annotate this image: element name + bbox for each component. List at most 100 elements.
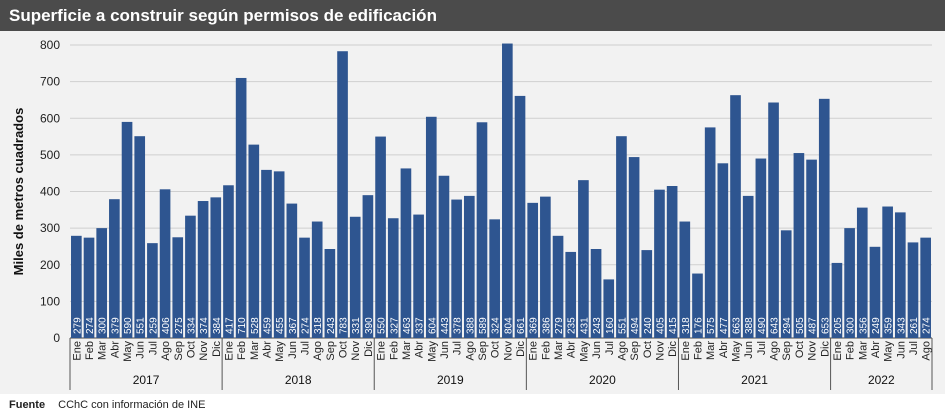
y-tick-label: 400 <box>40 185 60 199</box>
x-tick-label: Oct <box>338 341 350 358</box>
bar <box>172 237 184 338</box>
bar <box>502 43 513 338</box>
bar <box>907 242 919 338</box>
data-label: 661 <box>516 317 527 334</box>
x-tick-label: Ene <box>528 341 540 361</box>
x-tick-label: Feb <box>692 341 704 360</box>
data-label: 804 <box>503 317 514 334</box>
data-label: 417 <box>224 317 235 334</box>
x-tick-label: Nov <box>807 341 819 361</box>
x-tick-label: Ago <box>921 341 933 361</box>
x-tick-label: Ene <box>376 341 388 361</box>
data-label: 243 <box>592 317 603 334</box>
x-tick-label: May <box>426 341 438 362</box>
x-tick-label: Dic <box>667 341 679 357</box>
x-tick-label: Nov <box>198 341 210 361</box>
bar <box>185 215 196 338</box>
data-label: 550 <box>377 317 388 334</box>
x-tick-label: Dic <box>211 341 223 357</box>
x-tick-label: Mar <box>705 341 717 360</box>
bar <box>869 246 881 338</box>
bar <box>818 98 830 339</box>
x-tick-label: Mar <box>249 341 261 360</box>
data-label: 528 <box>250 317 261 334</box>
data-label: 359 <box>884 317 895 334</box>
data-label: 235 <box>567 317 578 334</box>
y-tick-label: 800 <box>40 38 60 52</box>
data-label: 386 <box>541 317 552 334</box>
bar <box>476 122 488 338</box>
data-label: 249 <box>871 317 882 334</box>
bar <box>324 249 336 338</box>
bar <box>413 214 424 338</box>
x-tick-label: Oct <box>794 341 806 358</box>
data-label: 494 <box>630 317 641 334</box>
x-tick-label: Ene <box>832 341 844 361</box>
x-tick-label: Jun <box>135 341 147 359</box>
bar <box>159 189 171 338</box>
data-label: 300 <box>846 317 857 334</box>
x-tick-label: May <box>731 341 743 362</box>
data-label: 443 <box>440 317 451 334</box>
data-label: 390 <box>364 317 375 334</box>
x-tick-label: Abr <box>414 341 426 358</box>
data-label: 379 <box>110 317 121 334</box>
bar <box>197 201 209 338</box>
x-tick-label: Ene <box>71 341 83 361</box>
bar <box>147 243 158 338</box>
year-label: 2019 <box>437 373 464 387</box>
bar <box>337 51 348 338</box>
x-tick-label: Feb <box>845 341 857 360</box>
bar <box>679 221 691 338</box>
bar <box>578 180 589 338</box>
data-label: 487 <box>808 317 819 334</box>
bar <box>806 159 817 338</box>
data-label: 240 <box>643 317 654 334</box>
bar-chart: 0 100 200 300 400 500 600 700 800 Miles de metros… <box>11 38 933 390</box>
x-tick-label: Abr <box>261 341 273 358</box>
data-label: 388 <box>465 317 476 334</box>
bar <box>920 237 931 338</box>
year-label: 2021 <box>741 373 768 387</box>
data-label: 318 <box>681 317 692 334</box>
source-text: CChC con información de INE <box>58 399 206 411</box>
data-label: 369 <box>529 317 540 334</box>
bar <box>780 230 792 338</box>
chart-title: Superficie a construir según permisos de… <box>9 6 437 25</box>
bar <box>349 216 361 338</box>
bar <box>400 168 412 338</box>
x-tick-label: Jun <box>743 341 755 359</box>
bar <box>362 195 374 338</box>
data-label: 643 <box>770 317 781 334</box>
bar <box>438 175 450 338</box>
bar <box>540 196 551 338</box>
x-tick-label: Jul <box>452 341 464 355</box>
bar <box>489 219 500 338</box>
bar <box>387 218 399 338</box>
data-label: 477 <box>719 317 730 334</box>
x-tick-label: Ene <box>223 341 235 361</box>
bar <box>273 171 285 338</box>
x-tick-label: Nov <box>654 341 666 361</box>
data-label: 490 <box>757 317 768 334</box>
y-tick-label: 300 <box>40 221 60 235</box>
bar <box>83 237 95 338</box>
bar <box>210 197 222 338</box>
year-label: 2017 <box>133 373 160 387</box>
data-label: 343 <box>896 317 907 334</box>
x-tick-label: Mar <box>553 341 565 360</box>
x-tick-label: Ago <box>769 341 781 361</box>
data-label: 388 <box>744 317 755 334</box>
data-label: 160 <box>605 317 616 334</box>
data-label: 205 <box>833 317 844 334</box>
x-tick-label: Jun <box>287 341 299 359</box>
bar <box>121 121 133 338</box>
bar <box>882 206 893 338</box>
data-label: 176 <box>693 317 704 334</box>
data-label: 551 <box>136 317 147 334</box>
data-label: 261 <box>909 317 920 334</box>
year-label: 2018 <box>285 373 312 387</box>
data-label: 318 <box>313 317 324 334</box>
data-label: 279 <box>554 317 565 334</box>
bar <box>223 185 234 338</box>
